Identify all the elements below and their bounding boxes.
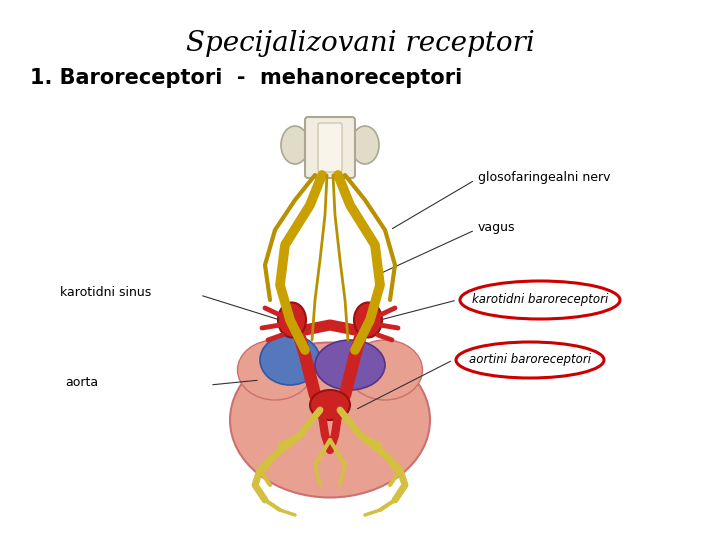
Ellipse shape: [354, 302, 382, 338]
Text: karotidni baroreceptori: karotidni baroreceptori: [472, 294, 608, 307]
Ellipse shape: [230, 342, 430, 497]
Ellipse shape: [238, 340, 312, 400]
Text: aortini baroreceptori: aortini baroreceptori: [469, 354, 591, 367]
FancyBboxPatch shape: [305, 117, 355, 178]
Ellipse shape: [315, 340, 385, 390]
Ellipse shape: [260, 335, 320, 385]
Ellipse shape: [460, 281, 620, 319]
Ellipse shape: [310, 390, 350, 420]
Text: vagus: vagus: [478, 221, 516, 234]
Text: 1. Baroreceptori  -  mehanoreceptori: 1. Baroreceptori - mehanoreceptori: [30, 68, 462, 88]
Text: Specijalizovani receptori: Specijalizovani receptori: [186, 30, 534, 57]
Ellipse shape: [351, 126, 379, 164]
Text: karotidni sinus: karotidni sinus: [60, 287, 151, 300]
Ellipse shape: [281, 126, 309, 164]
Ellipse shape: [456, 342, 604, 378]
Ellipse shape: [348, 340, 423, 400]
Text: glosofaringealni nerv: glosofaringealni nerv: [478, 172, 611, 185]
Ellipse shape: [278, 302, 306, 338]
Text: aorta: aorta: [65, 376, 98, 389]
FancyBboxPatch shape: [318, 123, 342, 172]
